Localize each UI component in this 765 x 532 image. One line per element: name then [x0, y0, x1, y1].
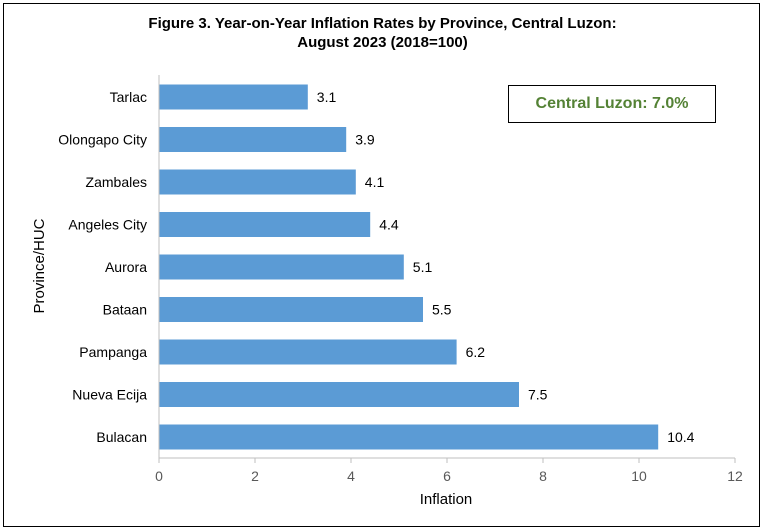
chart-title-line-2: August 2023 (2018=100) — [297, 34, 468, 51]
value-label-aurora: 5.1 — [413, 259, 433, 275]
value-label-nueva-ecija: 7.5 — [528, 387, 548, 403]
bar-olongapo-city — [159, 127, 347, 152]
bar-tarlac — [159, 84, 308, 110]
x-axis-label: Inflation — [420, 491, 473, 508]
x-tick-label: 0 — [155, 468, 163, 484]
x-tick-label: 8 — [539, 468, 547, 484]
category-label-aurora: Aurora — [105, 259, 147, 275]
central-luzon-callout: Central Luzon: 7.0% — [508, 85, 716, 123]
value-label-pampanga: 6.2 — [466, 344, 486, 360]
bar-angeles-city — [159, 212, 371, 237]
bars-group — [159, 84, 659, 450]
y-axis-label: Province/HUC — [31, 218, 48, 313]
chart-title: Figure 3. Year-on-Year Inflation Rates b… — [0, 14, 765, 52]
category-label-tarlac: Tarlac — [110, 89, 147, 105]
x-axis: 0 2 4 6 8 10 12 — [155, 75, 743, 484]
chart-title-line-1: Figure 3. Year-on-Year Inflation Rates b… — [148, 15, 617, 32]
category-label-bataan: Bataan — [103, 302, 147, 318]
bar-bataan — [159, 297, 423, 322]
x-tick-label: 4 — [347, 468, 355, 484]
bar-nueva-ecija — [159, 382, 519, 407]
category-labels: Tarlac Olongapo City Zambales Angeles City A… — [58, 89, 147, 445]
value-label-tarlac: 3.1 — [317, 89, 337, 105]
value-label-zambales: 4.1 — [365, 174, 385, 190]
x-tick-label: 6 — [443, 468, 451, 484]
x-tick-label: 2 — [251, 468, 259, 484]
bar-pampanga — [159, 339, 457, 365]
x-tick-label: 12 — [727, 468, 743, 484]
value-label-bataan: 5.5 — [432, 302, 452, 318]
category-label-bulacan: Bulacan — [96, 429, 147, 445]
value-label-olongapo-city: 3.9 — [355, 132, 375, 148]
bar-bulacan — [159, 424, 659, 450]
value-label-angeles-city: 4.4 — [379, 217, 399, 233]
category-label-zambales: Zambales — [86, 174, 147, 190]
category-label-pampanga: Pampanga — [79, 344, 147, 360]
value-labels: 3.1 3.9 4.1 4.4 5.1 5.5 6.2 7.5 10.4 — [317, 89, 695, 445]
bar-zambales — [159, 169, 356, 195]
category-label-angeles-city: Angeles City — [68, 217, 147, 233]
category-label-olongapo-city: Olongapo City — [58, 132, 147, 148]
value-label-bulacan: 10.4 — [667, 429, 694, 445]
bar-aurora — [159, 254, 404, 280]
x-tick-label: 10 — [631, 468, 647, 484]
category-label-nueva-ecija: Nueva Ecija — [72, 387, 147, 403]
